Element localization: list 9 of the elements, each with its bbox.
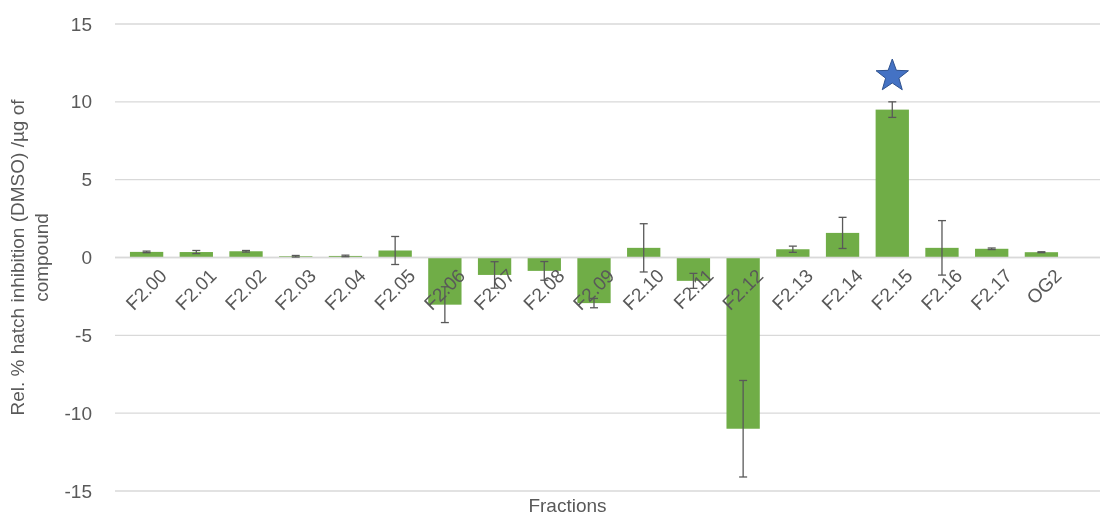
y-tick-label: 0: [81, 247, 92, 269]
y-tick-label: 10: [70, 91, 92, 113]
y-axis-title: Rel. % hatch inhibition (DMSO) /µg of compound: [7, 98, 52, 416]
y-tick-label: -10: [64, 402, 92, 424]
y-tick-label: 5: [81, 169, 92, 191]
y-tick-label: -15: [64, 480, 92, 502]
x-axis-title: Fractions: [528, 495, 607, 516]
y-tick-label: -5: [75, 324, 92, 346]
y-tick-label: 15: [70, 13, 92, 35]
